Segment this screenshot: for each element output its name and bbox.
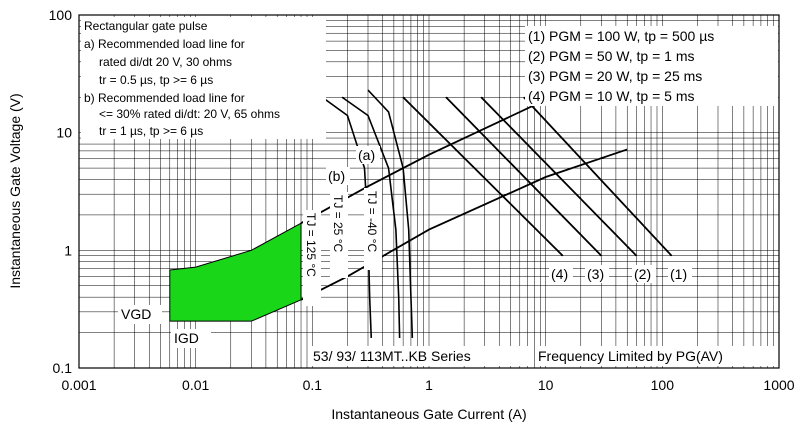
label-bg — [303, 210, 321, 306]
note-line: Rectangular gate pulse — [84, 19, 208, 33]
x-tick-label: 100 — [651, 377, 675, 393]
plot-frame — [78, 14, 780, 369]
note-line: a) Recommended load line for — [84, 37, 245, 51]
label-bg — [535, 346, 777, 366]
legend-entry: (1) PGM = 100 W, tp = 500 µs — [528, 28, 714, 44]
power-curve-1-label: (1) — [670, 266, 687, 282]
notes-box — [81, 17, 326, 139]
y-tick-label: 1 — [64, 242, 72, 258]
y-tick-label: 0.1 — [53, 360, 73, 376]
label-bg — [326, 167, 350, 185]
x-tick-label: 0.01 — [182, 377, 209, 393]
igd-label: IGD — [174, 330, 199, 346]
note-line: rated di/dt 20 V, 30 ohms — [99, 55, 232, 69]
label-bg — [668, 265, 692, 283]
trigger-area-region — [169, 222, 302, 322]
axis-ticks: 0.001 0.01 0.1 1 10 100 1000 0.1 1 10 100 — [49, 7, 795, 393]
legend-entry: (3) PGM = 20 W, tp = 25 ms — [528, 68, 702, 84]
power-curve — [523, 96, 673, 257]
note-line: tr = 0.5 µs, tp >= 6 µs — [99, 73, 213, 87]
y-axis-label: Instantaneous Gate Voltage (V) — [7, 93, 23, 288]
x-tick-label: 10 — [538, 377, 554, 393]
power-curve — [402, 96, 564, 257]
power-curve-2-label: (2) — [634, 266, 651, 282]
x-tick-label: 1000 — [763, 377, 794, 393]
legend-box — [525, 26, 778, 106]
tj-25-label: TJ = 25 °C — [331, 195, 345, 252]
label-bg — [364, 188, 382, 270]
vgd-label: VGD — [121, 306, 151, 322]
label-bg — [118, 305, 162, 324]
x-tick-label: 1 — [425, 377, 433, 393]
power-curve — [445, 96, 602, 257]
label-bg — [330, 192, 348, 278]
tj-125-label: TJ = 125 °C — [304, 213, 318, 277]
note-line: <= 30% rated di/dt: 20 V, 65 ohms — [99, 107, 280, 121]
frequency-note-label: Frequency Limited by PG(AV) — [538, 348, 723, 364]
load-line-b-label: (b) — [328, 168, 345, 184]
x-tick-label: 0.1 — [303, 377, 323, 393]
power-curve — [480, 96, 638, 257]
load-line-a-label: (a) — [358, 147, 375, 163]
note-line: b) Recommended load line for — [84, 91, 245, 105]
temperature-curve — [341, 96, 401, 338]
label-bg — [632, 265, 656, 283]
label-bg — [585, 265, 609, 283]
tj-minus40-label: TJ = -40 °C — [365, 191, 379, 252]
y-tick-label: 10 — [56, 125, 72, 141]
label-bg — [356, 146, 380, 164]
load-line — [300, 148, 628, 301]
temperature-curve — [367, 89, 414, 338]
note-line: tr = 1 µs, tp >= 6 µs — [99, 124, 203, 138]
label-bg — [171, 329, 211, 348]
label-bg — [310, 346, 530, 366]
y-tick-label: 100 — [49, 7, 73, 23]
power-curve-4-label: (4) — [551, 266, 568, 282]
label-bg — [549, 265, 573, 283]
legend-entry: (4) PGM = 10 W, tp = 5 ms — [528, 88, 695, 104]
x-axis-label: Instantaneous Gate Current (A) — [331, 406, 526, 422]
power-curve-3-label: (3) — [587, 266, 604, 282]
x-tick-label: 0.001 — [61, 377, 96, 393]
legend-entry: (2) PGM = 50 W, tp = 1 ms — [528, 48, 695, 64]
series-name-label: 53/ 93/ 113MT..KB Series — [313, 348, 471, 364]
